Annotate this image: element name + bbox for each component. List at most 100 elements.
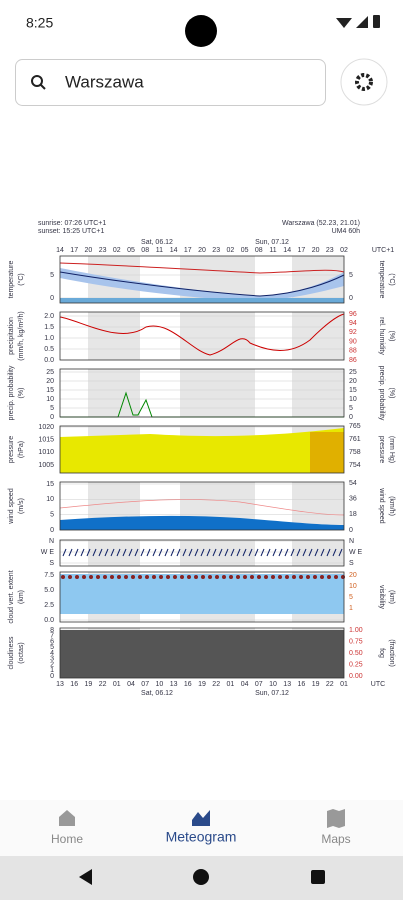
back-button[interactable] (79, 869, 92, 885)
left-tick-label: 2.5 (44, 602, 54, 609)
cloud-dot (264, 575, 268, 579)
left-tick-label: 5 (50, 405, 54, 412)
right-axis-unit: (°C) (388, 273, 396, 286)
right-axis-unit: (%) (388, 388, 395, 399)
wind-barb (248, 548, 253, 557)
left-tick-label: N (49, 538, 54, 545)
wind-barb (284, 548, 289, 557)
model: UM4 60h (332, 228, 361, 235)
search-box[interactable] (15, 59, 326, 106)
recents-button[interactable] (311, 870, 325, 884)
temp-band (60, 268, 344, 301)
ground-strip (60, 298, 344, 303)
hour-label: 10 (269, 681, 277, 688)
right-tick-label: 92 (349, 329, 357, 336)
wind-barb (80, 548, 85, 557)
right-tick-label: 94 (349, 320, 357, 327)
left-axis-label: wind speed (8, 488, 15, 525)
wind-barb (128, 548, 133, 557)
wind-barb (74, 548, 79, 557)
settings-button[interactable] (340, 58, 388, 106)
cloud-dot (215, 575, 219, 579)
right-tick-label: 20 (349, 572, 357, 579)
wind-barb (320, 548, 325, 557)
panel-frame (59, 627, 345, 679)
cloud-dot (152, 575, 156, 579)
hour-label: 16 (70, 681, 78, 688)
cloud-dot (285, 575, 289, 579)
left-tick-label: 6 (50, 638, 54, 645)
hour-label: 01 (340, 681, 348, 688)
cloud-dot (75, 575, 79, 579)
hour-label: 13 (170, 681, 178, 688)
hour-label: 22 (99, 681, 107, 688)
right-tick-label: 761 (349, 436, 361, 443)
panel-frame (59, 368, 345, 418)
nav-home[interactable]: Home (51, 832, 83, 846)
wind-barb (182, 548, 187, 557)
wind-barb (116, 548, 121, 557)
wind-fill (60, 515, 344, 530)
cloud-dot (166, 575, 170, 579)
right-tick-label: 0.25 (349, 661, 363, 668)
left-tick-label: 8 (50, 627, 54, 634)
right-tick-label: 25 (349, 369, 357, 376)
right-tick-label: 5 (349, 272, 353, 279)
wind-barb (122, 548, 127, 557)
meteogram-icon[interactable] (192, 810, 210, 826)
cloudiness-fill (60, 630, 344, 678)
cloud-dot (68, 575, 72, 579)
right-tick-label: N (349, 538, 354, 545)
hour-label: 20 (85, 247, 93, 254)
maps-icon[interactable] (327, 809, 345, 828)
wind-barb (302, 548, 307, 557)
left-tick-label: 1010 (38, 449, 54, 456)
wind-barb (98, 548, 103, 557)
left-axis-unit: (mm/h, kg/m²/h) (18, 311, 25, 360)
hour-label: 19 (85, 681, 93, 688)
right-tick-label: 18 (349, 511, 357, 518)
day-label: Sun, 07.12 (255, 239, 289, 246)
panel-frame (59, 539, 345, 567)
left-tick-label: 7 (50, 633, 54, 640)
hour-label: 19 (198, 681, 206, 688)
left-tick-label: 0.0 (44, 357, 54, 364)
cloud-dot (180, 575, 184, 579)
cloud-dot (194, 575, 198, 579)
home-button[interactable] (193, 869, 209, 885)
night-band (292, 540, 344, 566)
home-icon[interactable] (59, 810, 75, 826)
zone-label: UTC+1 (372, 247, 394, 254)
wind-barb (260, 548, 265, 557)
left-tick-label: 2.0 (44, 313, 54, 320)
day-label: Sat, 06.12 (141, 239, 173, 246)
right-tick-label: 5 (349, 594, 353, 601)
wind-barb (338, 548, 343, 557)
wind-barb (110, 548, 115, 557)
left-tick-label: 1.0 (44, 335, 54, 342)
status-time: 8:25 (26, 15, 53, 31)
cloud-dot (145, 575, 149, 579)
cloud-dot (173, 575, 177, 579)
left-tick-label: 1005 (38, 462, 54, 469)
right-axis-unit: (mm Hg) (388, 436, 395, 463)
search-query[interactable]: Warszawa (65, 72, 144, 91)
right-tick-label: 20 (349, 378, 357, 385)
cloud-dot (61, 575, 65, 579)
left-axis-label: precip. probability (8, 365, 15, 420)
cloud-dot (313, 575, 317, 579)
settings-icon (355, 73, 373, 91)
left-tick-label: 10 (46, 496, 54, 503)
humidity-line (59, 313, 345, 356)
right-tick-label: 96 (349, 311, 357, 318)
nav-maps[interactable]: Maps (321, 832, 350, 846)
nav-meteogram[interactable]: Meteogram (166, 829, 237, 845)
right-tick-label: 1 (349, 605, 353, 612)
hour-label: 08 (141, 247, 149, 254)
day-label: Sun, 07.12 (255, 690, 289, 697)
left-axis-unit: (%) (18, 388, 25, 399)
hour-label: 16 (298, 681, 306, 688)
hour-label: 01 (113, 681, 121, 688)
left-tick-label: 7.5 (44, 572, 54, 579)
